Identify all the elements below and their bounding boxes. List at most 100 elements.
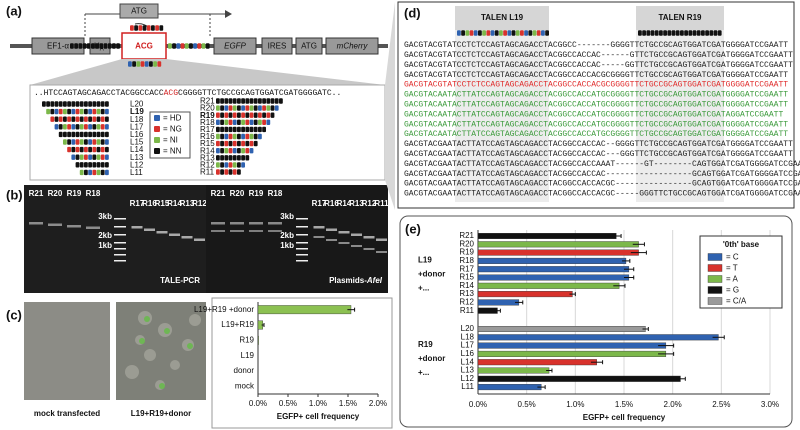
rvd-block: [58, 116, 63, 122]
rvd-block: [220, 140, 224, 147]
rvd-block: [79, 154, 84, 160]
bar: [477, 350, 667, 357]
rvd-block: [220, 169, 224, 175]
rvd-block: [92, 124, 97, 130]
rvd-block: [705, 30, 709, 36]
legend-title: '0th' base: [723, 240, 760, 249]
rvd-block: [71, 146, 76, 153]
gel: [24, 185, 206, 293]
lane-label: R12: [192, 199, 207, 208]
gel-band: [211, 230, 225, 232]
rvd-block: [216, 133, 220, 140]
sequence-line: GACGTACAATACTTATCCAGTAGCAGACCTACGGCCACCA…: [404, 101, 788, 110]
sequence-line: GACGTACAATACTTATCCAGTAGCAGACCTACGGCCACCA…: [404, 110, 783, 119]
rvd-block: [279, 98, 283, 104]
rvd-block: [201, 43, 206, 49]
rvd-block: [67, 101, 71, 107]
rvd-block: [100, 139, 105, 145]
rvd-block: [228, 133, 233, 140]
ladder-band: [296, 234, 308, 236]
panel-label: (d): [404, 5, 421, 20]
rvd-block: [249, 98, 254, 104]
rvd-block: [249, 148, 254, 154]
rvd-block: [79, 101, 84, 107]
tale-label: L18: [130, 115, 144, 124]
gel-band: [67, 225, 81, 228]
rvd-block: [63, 139, 67, 145]
rvd-block: [153, 61, 157, 67]
rvd-block: [84, 169, 88, 176]
rvd-block: [96, 108, 101, 115]
rvd-block: [63, 101, 67, 107]
rvd-block: [237, 155, 241, 161]
rvd-block: [75, 139, 80, 145]
gel-band: [313, 236, 325, 238]
rvd-block: [70, 43, 74, 49]
image-caption: L19+R19+donor: [131, 409, 191, 418]
rvd-block: [84, 139, 88, 145]
rvd-block: [88, 139, 92, 145]
rvd-block: [84, 124, 88, 130]
rvd-block: [197, 43, 202, 49]
rvd-block: [507, 30, 512, 36]
rvd-block: [79, 162, 84, 168]
x-tick-label: 0.5%: [279, 399, 297, 408]
legend-label: = C: [726, 253, 739, 262]
tale-label: L16: [130, 130, 144, 139]
sequence-line: GACGTACGAATACTTATCCAGTAGCAGACCTACGGCCACC…: [404, 190, 800, 199]
lane-label: R19: [249, 189, 264, 198]
rvd-block: [92, 131, 97, 138]
rvd-block: [266, 119, 271, 125]
rvd-block: [138, 25, 143, 31]
rvd-block: [224, 105, 229, 111]
rvd-block: [490, 30, 495, 36]
legend-label: = T: [726, 264, 738, 273]
rvd-block: [100, 101, 105, 107]
rvd-block: [112, 43, 116, 49]
tale-label: L17: [130, 122, 144, 131]
rvd-block: [88, 116, 92, 122]
talen-shade: [636, 6, 724, 202]
rvd-block: [92, 162, 97, 168]
legend-box: [699, 235, 783, 309]
rvd-block: [71, 116, 76, 122]
rvd-block: [216, 98, 220, 104]
rvd-block: [232, 133, 237, 140]
rvd-block: [675, 30, 680, 36]
rvd-block: [75, 124, 80, 130]
rvd-block: [92, 154, 97, 160]
rvd-block: [88, 101, 92, 107]
rvd-block: [642, 30, 646, 36]
rvd-block: [84, 116, 88, 122]
y-tick-label: L13: [461, 366, 475, 375]
gel-band: [338, 231, 350, 234]
rvd-block: [84, 131, 88, 138]
gel-band: [29, 222, 43, 225]
panel-label: (e): [405, 221, 421, 236]
gel-title: Plasmids-AfeI: [329, 276, 383, 285]
bar: [257, 335, 259, 345]
ladder-label: 3kb: [98, 212, 112, 221]
rvd-block: [67, 131, 71, 138]
rvd-block: [63, 124, 67, 130]
rvd-block: [105, 146, 109, 153]
rvd-block: [684, 30, 688, 36]
rvd-block: [71, 154, 76, 160]
x-axis-title: EGFP+ cell frequency: [583, 413, 666, 422]
rvd-block: [91, 43, 95, 49]
rvd-block: [224, 140, 229, 147]
rvd-block: [253, 112, 258, 118]
rvd-block: [511, 30, 516, 36]
y-tick-label: R13: [459, 289, 474, 298]
y-tick-label: mock: [235, 381, 255, 390]
rvd-block: [245, 98, 250, 104]
x-tick-label: 1.5%: [615, 400, 633, 409]
rvd-block: [92, 101, 97, 107]
rvd-block: [92, 146, 97, 153]
micrograph: [24, 302, 110, 400]
rvd-block: [189, 43, 193, 49]
rvd-block: [88, 169, 92, 176]
y-tick-label: R20: [459, 239, 474, 248]
y-tick-label: R18: [459, 256, 474, 265]
tale-label: R19: [200, 111, 215, 120]
